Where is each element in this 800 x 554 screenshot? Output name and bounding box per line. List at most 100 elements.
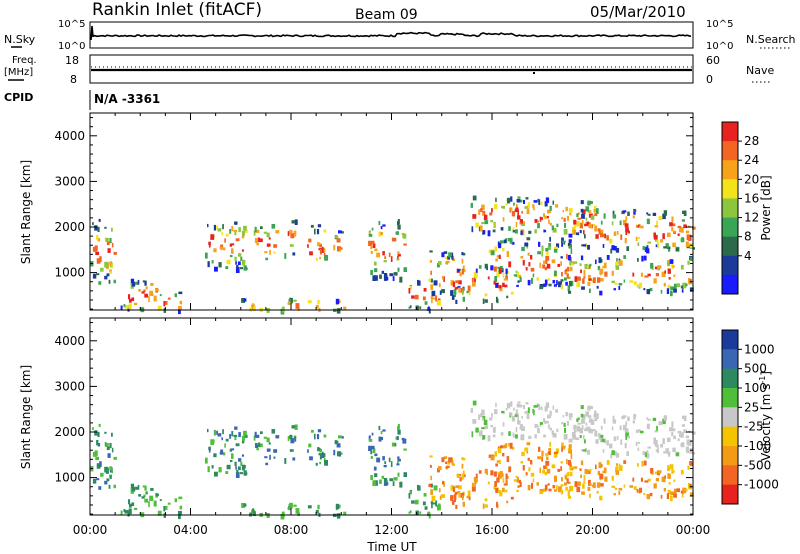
power-cell [340, 247, 343, 250]
velocity-cell [552, 433, 557, 438]
velocity-cell [462, 495, 464, 501]
velocity-cell [686, 439, 691, 446]
colorbar-tick-label: 100 [744, 381, 767, 395]
power-cell [466, 290, 471, 294]
velocity-cell [252, 508, 254, 513]
power-cell [451, 255, 454, 260]
velocity-cell [525, 402, 529, 405]
power-cell [625, 230, 628, 235]
velocity-cell [618, 488, 623, 491]
velocity-cell [532, 478, 535, 483]
power-cell [495, 258, 498, 262]
velocity-cell [681, 424, 685, 427]
power-cell [179, 300, 183, 305]
power-colorbar-label: Power [dB] [759, 175, 773, 240]
velocity-cell [422, 501, 426, 506]
power-cell [244, 260, 246, 264]
power-cell [561, 241, 563, 247]
power-colorbar-segment [722, 255, 738, 276]
power-cell [92, 273, 97, 279]
power-cell [392, 276, 395, 281]
velocity-cell [428, 483, 432, 487]
power-cell [124, 305, 129, 309]
power-cell [231, 226, 234, 232]
power-cell [524, 206, 527, 209]
velocity-cell [307, 505, 312, 509]
velocity-cell [471, 482, 474, 487]
velocity-cell [600, 425, 603, 430]
velocity-cell [104, 466, 108, 473]
velocity-cell [638, 487, 643, 493]
power-cell [288, 299, 291, 303]
velocity-cell [517, 485, 520, 488]
power-cell [521, 246, 525, 252]
power-cell [243, 298, 247, 302]
power-cell [602, 244, 605, 248]
velocity-cell [612, 419, 617, 424]
velocity-cell [317, 447, 320, 452]
velocity-cell [513, 407, 515, 411]
power-cell [496, 255, 500, 258]
velocity-cell [577, 481, 581, 486]
power-cell [565, 281, 568, 286]
power-cell [566, 215, 569, 221]
velocity-cell [599, 495, 603, 501]
colorbar-tick-label: 12 [744, 211, 759, 225]
colorbar-tick-label: 28 [744, 134, 759, 148]
velocity-cell [402, 438, 407, 444]
power-cell [385, 277, 389, 281]
velocity-cell [549, 441, 551, 447]
velocity-cell [558, 486, 562, 493]
power-cell [292, 252, 296, 256]
power-cell [567, 276, 571, 280]
velocity-cell [515, 427, 518, 433]
velocity-cell [549, 427, 552, 431]
y-tick-label: 2000 [54, 220, 85, 234]
power-cell [637, 236, 640, 239]
power-cell [560, 279, 564, 282]
velocity-cell [315, 462, 318, 466]
velocity-cell [430, 483, 433, 488]
velocity-cell [427, 511, 430, 514]
velocity-cell [568, 495, 572, 499]
velocity-cell [672, 470, 675, 473]
velocity-cell [692, 431, 696, 435]
velocity-cell [578, 417, 580, 420]
velocity-cell [637, 441, 640, 444]
velocity-cell [598, 436, 602, 440]
velocity-cell [397, 472, 400, 477]
velocity-cell [128, 499, 131, 505]
power-cell [164, 301, 168, 305]
cpid-label: CPID [4, 91, 33, 104]
velocity-cell [543, 435, 547, 438]
power-cell [317, 224, 322, 228]
power-cell [222, 224, 224, 230]
power-cell [223, 247, 226, 251]
power-cell [557, 263, 561, 267]
velocity-cell [217, 433, 222, 437]
velocity-cell [455, 504, 458, 509]
power-cell [583, 230, 585, 235]
power-cell [635, 224, 638, 228]
power-cell [526, 208, 530, 215]
power-cell [640, 272, 643, 277]
power-cell [213, 248, 217, 253]
power-cell [595, 234, 599, 239]
power-cell [603, 262, 607, 269]
colorbar-tick-label: 8 [744, 230, 752, 244]
velocity-cell [130, 483, 135, 490]
power-cell [253, 306, 256, 312]
velocity-cell [515, 434, 518, 439]
power-cell [518, 199, 523, 203]
nsky-panel: N.Sky 10^5 10^0 10^5 10^0 N.Search [4, 19, 796, 52]
power-cell [517, 271, 519, 278]
power-cell [660, 289, 663, 294]
velocity-cell [576, 425, 581, 432]
velocity-cell [614, 487, 618, 490]
velocity-cell [111, 447, 114, 453]
velocity-cell [427, 512, 431, 517]
velocity-cell [667, 489, 671, 495]
velocity-colorbar: Velocity [m s-1] 100050010025-25-100-500… [721, 329, 779, 505]
power-cell [683, 224, 687, 229]
power-cell [235, 261, 237, 265]
